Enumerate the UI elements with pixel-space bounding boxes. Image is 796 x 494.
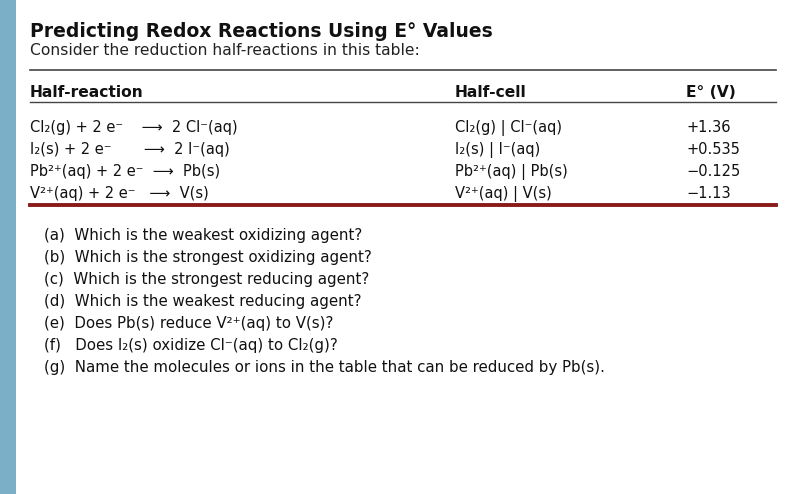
Text: Consider the reduction half-reactions in this table:: Consider the reduction half-reactions in…: [30, 43, 419, 58]
Text: (f)   Does I₂(s) oxidize Cl⁻(aq) to Cl₂(g)?: (f) Does I₂(s) oxidize Cl⁻(aq) to Cl₂(g)…: [44, 338, 338, 353]
Text: Pb²⁺(aq) + 2 e⁻  ⟶  Pb(s): Pb²⁺(aq) + 2 e⁻ ⟶ Pb(s): [30, 164, 220, 179]
Text: V²⁺(aq) + 2 e⁻   ⟶  V(s): V²⁺(aq) + 2 e⁻ ⟶ V(s): [30, 186, 209, 201]
Text: Cl₂(g) | Cl⁻(aq): Cl₂(g) | Cl⁻(aq): [455, 120, 562, 136]
Text: Predicting Redox Reactions Using E° Values: Predicting Redox Reactions Using E° Valu…: [30, 22, 493, 41]
Text: −1.13: −1.13: [686, 186, 731, 201]
Text: I₂(s) + 2 e⁻       ⟶  2 I⁻(aq): I₂(s) + 2 e⁻ ⟶ 2 I⁻(aq): [30, 142, 230, 157]
Text: (g)  Name the molecules or ions in the table that can be reduced by Pb(s).: (g) Name the molecules or ions in the ta…: [44, 360, 605, 375]
Text: (b)  Which is the strongest oxidizing agent?: (b) Which is the strongest oxidizing age…: [44, 250, 372, 265]
Text: Pb²⁺(aq) | Pb(s): Pb²⁺(aq) | Pb(s): [455, 164, 568, 180]
Bar: [0, 0, 16, 494]
Text: −0.125: −0.125: [686, 164, 740, 179]
Text: I₂(s) | I⁻(aq): I₂(s) | I⁻(aq): [455, 142, 540, 158]
Text: Cl₂(g) + 2 e⁻    ⟶  2 Cl⁻(aq): Cl₂(g) + 2 e⁻ ⟶ 2 Cl⁻(aq): [30, 120, 238, 135]
Text: (d)  Which is the weakest reducing agent?: (d) Which is the weakest reducing agent?: [44, 294, 361, 309]
Text: (c)  Which is the strongest reducing agent?: (c) Which is the strongest reducing agen…: [44, 272, 369, 287]
Text: (e)  Does Pb(s) reduce V²⁺(aq) to V(s)?: (e) Does Pb(s) reduce V²⁺(aq) to V(s)?: [44, 316, 334, 331]
Text: Half-cell: Half-cell: [455, 85, 527, 100]
Text: +1.36: +1.36: [686, 120, 731, 135]
Text: E° (V): E° (V): [686, 85, 736, 100]
Text: (a)  Which is the weakest oxidizing agent?: (a) Which is the weakest oxidizing agent…: [44, 228, 362, 243]
Text: +0.535: +0.535: [686, 142, 739, 157]
Text: V²⁺(aq) | V(s): V²⁺(aq) | V(s): [455, 186, 552, 202]
Text: Half-reaction: Half-reaction: [30, 85, 144, 100]
